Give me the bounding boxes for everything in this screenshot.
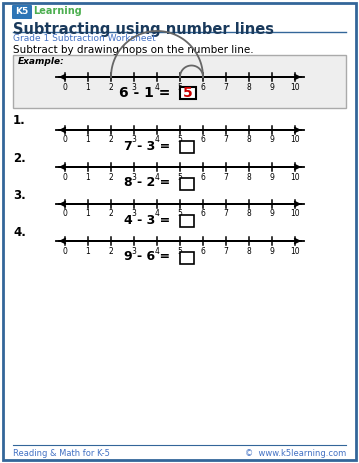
Text: 1: 1 [86, 136, 90, 144]
Text: 8: 8 [247, 82, 251, 92]
Text: 10: 10 [290, 246, 300, 256]
Text: 2: 2 [109, 209, 113, 219]
Text: 0: 0 [62, 136, 67, 144]
FancyBboxPatch shape [12, 5, 32, 19]
Text: 2.: 2. [13, 152, 26, 165]
Text: 1: 1 [86, 82, 90, 92]
Text: 9: 9 [270, 246, 274, 256]
Text: 1.: 1. [13, 114, 26, 127]
Text: 6: 6 [201, 82, 205, 92]
Text: 0: 0 [62, 246, 67, 256]
Text: 8: 8 [247, 209, 251, 219]
Text: 4: 4 [155, 136, 159, 144]
Text: 7 - 3 =: 7 - 3 = [124, 139, 175, 152]
Text: 1: 1 [86, 173, 90, 181]
Text: 10: 10 [290, 209, 300, 219]
Text: 1: 1 [86, 246, 90, 256]
Text: 3.: 3. [13, 189, 26, 202]
Text: 10: 10 [290, 136, 300, 144]
Text: 6: 6 [201, 173, 205, 181]
Text: 2: 2 [109, 173, 113, 181]
Text: 0: 0 [62, 173, 67, 181]
Text: 7: 7 [224, 246, 228, 256]
Text: Subtracting using number lines: Subtracting using number lines [13, 22, 274, 37]
Text: 6: 6 [201, 209, 205, 219]
Text: 2: 2 [109, 246, 113, 256]
Text: 4: 4 [155, 209, 159, 219]
Bar [180, 87, 196, 99]
Text: 7: 7 [224, 173, 228, 181]
Text: 6: 6 [201, 246, 205, 256]
Text: 4: 4 [155, 173, 159, 181]
Text: 9 - 6 =: 9 - 6 = [125, 250, 175, 263]
Text: 6 - 1 =: 6 - 1 = [119, 86, 175, 100]
Text: 1: 1 [86, 209, 90, 219]
Text: 8 - 2 =: 8 - 2 = [124, 176, 175, 189]
Text: Grade 1 Subtraction Worksheet: Grade 1 Subtraction Worksheet [13, 34, 156, 43]
Text: 9: 9 [270, 136, 274, 144]
Text: 3: 3 [131, 136, 136, 144]
Text: 3: 3 [131, 209, 136, 219]
Text: 5: 5 [178, 209, 182, 219]
Bar [180, 141, 194, 153]
Text: 9: 9 [270, 173, 274, 181]
Text: 10: 10 [290, 82, 300, 92]
Text: 7: 7 [224, 209, 228, 219]
Text: 2: 2 [109, 136, 113, 144]
Text: 6: 6 [201, 136, 205, 144]
Text: 3: 3 [131, 173, 136, 181]
Text: 3: 3 [131, 82, 136, 92]
Text: 3: 3 [131, 246, 136, 256]
Bar [180, 215, 194, 227]
Bar [180, 252, 194, 264]
Text: 10: 10 [290, 173, 300, 181]
Text: 5: 5 [178, 82, 182, 92]
Text: 5: 5 [178, 246, 182, 256]
Text: 9: 9 [270, 82, 274, 92]
Bar [13, 55, 346, 108]
Text: 5: 5 [178, 173, 182, 181]
Text: 0: 0 [62, 209, 67, 219]
Text: 4 - 3 =: 4 - 3 = [124, 213, 175, 226]
Text: 4: 4 [155, 246, 159, 256]
Text: 4: 4 [155, 82, 159, 92]
Text: Subtract by drawing hops on the number line.: Subtract by drawing hops on the number l… [13, 45, 253, 55]
Text: 0: 0 [62, 82, 67, 92]
Text: 9: 9 [270, 209, 274, 219]
Bar [180, 178, 194, 190]
Text: 8: 8 [247, 173, 251, 181]
Text: 7: 7 [224, 136, 228, 144]
Text: ©  www.k5learning.com: © www.k5learning.com [245, 449, 346, 458]
Text: Example:: Example: [18, 57, 65, 66]
Text: 8: 8 [247, 136, 251, 144]
Text: 2: 2 [109, 82, 113, 92]
Text: Reading & Math for K-5: Reading & Math for K-5 [13, 449, 110, 458]
Text: 8: 8 [247, 246, 251, 256]
Text: K5: K5 [15, 7, 29, 16]
Text: 7: 7 [224, 82, 228, 92]
Text: Learning: Learning [33, 6, 82, 17]
Text: 5: 5 [183, 86, 193, 100]
Text: 4.: 4. [13, 226, 26, 239]
Text: 5: 5 [178, 136, 182, 144]
